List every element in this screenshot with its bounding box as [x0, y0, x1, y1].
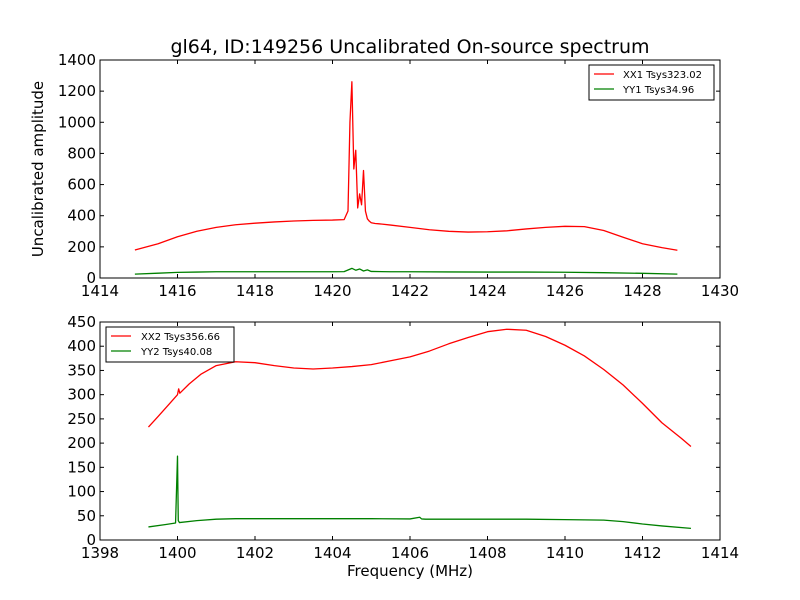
bottom-series-line-0 — [147, 328, 692, 447]
top-y-axis-label: Uncalibrated amplitude — [29, 81, 47, 257]
top-y-tick-label: 1200 — [58, 82, 96, 100]
bottom-x-tick-label: 1414 — [701, 544, 739, 562]
bottom-x-tick-label: 1398 — [81, 544, 119, 562]
bottom-y-tick-label: 200 — [67, 434, 96, 452]
legend-label-yy2: YY2 Tsys40.08 — [140, 347, 212, 358]
top-y-tick-label: 1000 — [58, 113, 96, 131]
bottom-subplot: 1398 1400 1402 1404 1406 1408 1410 1412 1414 0 50 1… — [67, 313, 739, 580]
bottom-y-tick-label: 400 — [67, 337, 96, 355]
top-x-tick-label: 1426 — [546, 282, 584, 300]
chart-title: gl64, ID:149256 Uncalibrated On-source s… — [170, 36, 649, 58]
top-x-tick-label: 1424 — [468, 282, 506, 300]
bottom-ticks-group: 1398 1400 1402 1404 1406 1408 1410 1412 1414 0 50 1… — [67, 313, 739, 562]
bottom-y-tick-label: 350 — [67, 361, 96, 379]
bottom-y-tick-label: 50 — [77, 507, 96, 525]
bottom-x-tick-label: 1406 — [391, 544, 429, 562]
top-x-tick-label: 1428 — [623, 282, 661, 300]
bottom-y-tick-label: 300 — [67, 386, 96, 404]
bottom-x-tick-label: 1410 — [546, 544, 584, 562]
bottom-y-tick-label: 250 — [67, 410, 96, 428]
bottom-x-tick-label: 1412 — [623, 544, 661, 562]
bottom-y-tick-label: 450 — [67, 313, 96, 331]
top-y-tick-label: 200 — [67, 238, 96, 256]
bottom-y-tick-label: 0 — [86, 531, 96, 549]
legend-label-xx1: XX1 Tsys323.02 — [623, 70, 702, 81]
legend-label-xx2: XX2 Tsys356.66 — [141, 332, 220, 343]
bottom-legend-box — [105, 326, 235, 363]
top-y-tick-label: 1400 — [58, 51, 96, 69]
top-y-tick-label: 0 — [86, 269, 96, 287]
x-axis-label: Frequency (MHz) — [347, 562, 473, 580]
top-legend: XX1 Tsys323.02 YY1 Tsys34.96 — [588, 64, 715, 101]
bottom-x-tick-label: 1408 — [468, 544, 506, 562]
bottom-y-tick-label: 150 — [67, 458, 96, 476]
legend-label-yy1: YY1 Tsys34.96 — [622, 85, 694, 96]
top-x-tick-label: 1416 — [158, 282, 196, 300]
top-x-tick-label: 1430 — [701, 282, 739, 300]
top-y-tick-label: 800 — [67, 144, 96, 162]
bottom-legend: XX2 Tsys356.66 YY2 Tsys40.08 — [105, 326, 235, 363]
bottom-x-tick-label: 1404 — [313, 544, 351, 562]
bottom-y-tick-label: 100 — [67, 483, 96, 501]
top-x-tick-label: 1420 — [313, 282, 351, 300]
bottom-x-tick-label: 1400 — [158, 544, 196, 562]
bottom-x-tick-label: 1402 — [236, 544, 274, 562]
top-subplot: gl64, ID:149256 Uncalibrated On-source s… — [29, 36, 739, 300]
top-legend-box — [588, 64, 715, 101]
top-ticks-group: 1414 1416 1418 1420 1422 1424 1426 1428 1430 0 200… — [58, 51, 739, 300]
top-series-line-0 — [134, 81, 678, 251]
bottom-series-group — [147, 328, 692, 530]
top-series-group — [134, 81, 678, 275]
top-y-tick-label: 600 — [67, 176, 96, 194]
top-series-line-1 — [134, 267, 678, 275]
top-x-tick-label: 1418 — [236, 282, 274, 300]
top-x-tick-label: 1422 — [391, 282, 429, 300]
top-x-tick-label: 1414 — [81, 282, 119, 300]
top-y-tick-label: 400 — [67, 207, 96, 225]
bottom-series-line-1 — [148, 455, 691, 530]
